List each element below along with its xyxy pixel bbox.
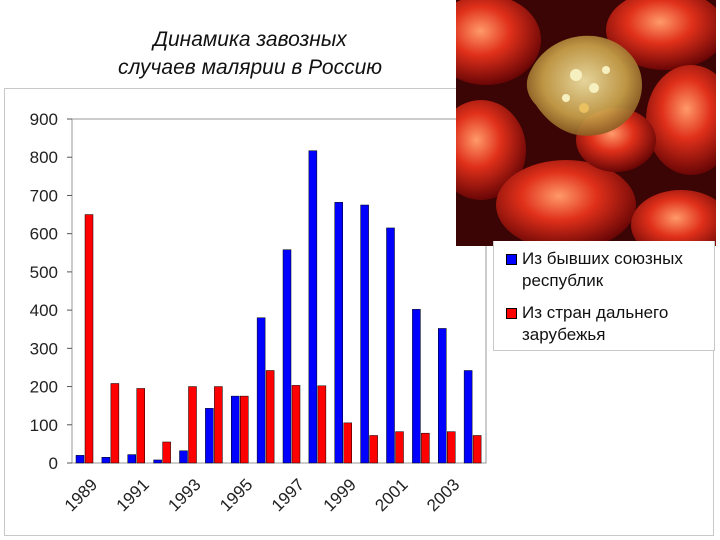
x-tick-label: 2003 <box>423 475 463 515</box>
malaria-cell-photo <box>456 0 716 246</box>
chart-legend: Из бывших союзных республик Из стран дал… <box>493 241 715 351</box>
y-tick-label: 900 <box>30 110 58 129</box>
bar-far-abroad <box>421 432 430 464</box>
y-tick-label: 600 <box>30 225 58 244</box>
x-tick-label: 2001 <box>371 475 411 515</box>
bar-former-republics <box>153 459 162 464</box>
bar-far-abroad <box>188 386 197 464</box>
bar-far-abroad <box>265 370 275 464</box>
bar-far-abroad <box>395 431 404 464</box>
title-line-1: Динамика завозных <box>153 28 347 51</box>
y-tick-label: 0 <box>49 454 58 473</box>
bar-former-republics <box>463 370 473 464</box>
bar-far-abroad <box>447 431 456 464</box>
bar-former-republics <box>308 150 318 464</box>
x-tick-label: 1989 <box>61 475 101 515</box>
bar-former-republics <box>179 450 188 464</box>
red-blood-cells-image <box>456 0 716 246</box>
x-tick-label: 1995 <box>216 475 256 515</box>
y-tick-label: 300 <box>30 339 58 358</box>
bar-far-abroad <box>472 435 482 464</box>
x-tick-label: 1991 <box>113 475 153 515</box>
bar-far-abroad <box>369 435 378 464</box>
title-line-2: случаев малярии в Россию <box>117 56 383 79</box>
y-tick-label: 500 <box>30 263 58 282</box>
plot-area <box>71 118 487 464</box>
bar-former-republics <box>438 328 447 464</box>
y-tick-label: 200 <box>30 378 58 397</box>
bar-former-republics <box>75 455 85 464</box>
y-tick-label: 700 <box>30 186 58 205</box>
bar-far-abroad <box>110 383 120 464</box>
bar-former-republics <box>256 317 266 464</box>
y-tick-label: 400 <box>30 301 58 320</box>
legend-label-former-republics-1: Из бывших союзных <box>522 249 683 268</box>
bar-former-republics <box>360 204 369 464</box>
y-tick-label: 100 <box>30 416 58 435</box>
y-tick-label: 800 <box>30 148 58 167</box>
legend-label-far-abroad-1: Из стран дальнего <box>522 303 669 322</box>
chart-title: Динамика завозных случаев малярии в Росс… <box>60 26 440 82</box>
x-tick-label: 1997 <box>268 475 308 515</box>
bar-former-republics <box>127 454 136 464</box>
bar-far-abroad <box>136 388 145 464</box>
bar-far-abroad <box>317 385 327 464</box>
bar-far-abroad <box>84 214 94 464</box>
bar-former-republics <box>101 457 111 464</box>
legend-label-former-republics-2: республик <box>522 271 604 290</box>
bar-far-abroad <box>291 385 301 464</box>
x-tick-label: 1999 <box>320 475 360 515</box>
bar-far-abroad <box>214 386 223 464</box>
bar-far-abroad <box>240 395 249 464</box>
bar-former-republics <box>231 395 240 464</box>
bar-far-abroad <box>162 441 171 464</box>
bar-former-republics <box>386 227 395 464</box>
bar-former-republics <box>205 408 214 464</box>
bar-former-republics <box>282 249 292 464</box>
bar-former-republics <box>334 202 343 464</box>
legend-swatch-blue <box>506 254 517 265</box>
legend-label-far-abroad-2: зарубежья <box>522 325 606 344</box>
bar-former-republics <box>412 309 421 464</box>
legend-swatch-red <box>506 308 517 319</box>
x-tick-label: 1993 <box>164 475 204 515</box>
bar-far-abroad <box>343 422 352 464</box>
